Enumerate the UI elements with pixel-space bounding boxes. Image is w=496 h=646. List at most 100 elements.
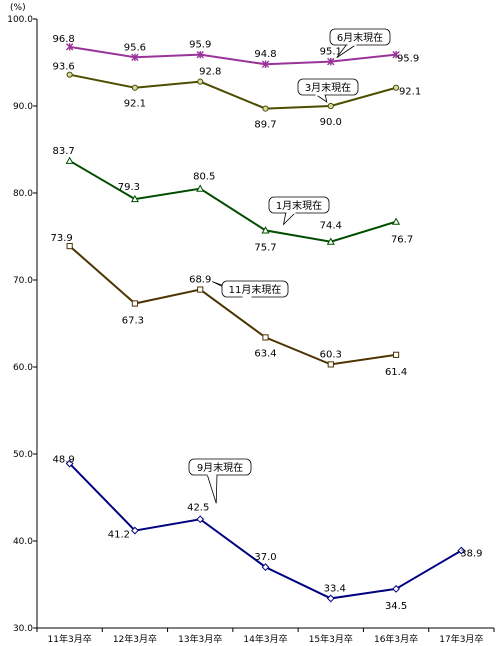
data-point-marker xyxy=(262,334,269,341)
data-point-marker xyxy=(392,351,400,358)
x-category-label: 14年3月卒 xyxy=(243,633,287,645)
data-point-marker xyxy=(327,361,334,368)
data-label: 38.9 xyxy=(460,549,482,560)
series-callout: 9月末現在 xyxy=(188,458,252,504)
series-name-label: 3月末現在 xyxy=(305,81,351,94)
data-point-marker xyxy=(327,102,334,110)
data-label: 92.8 xyxy=(199,67,221,78)
series-callout: 1月末現在 xyxy=(268,196,330,226)
data-point-marker xyxy=(130,194,139,203)
data-point-marker xyxy=(261,563,270,572)
data-point-marker xyxy=(261,60,270,68)
data-label: 61.4 xyxy=(385,367,407,378)
y-axis-ticks: 30.0 40.0 50.0 60.0 70.0 80.0 90.0 100.0 xyxy=(7,15,37,634)
series-callout: 6月末現在 xyxy=(329,28,391,58)
y-tick-label: 60.0 xyxy=(13,363,33,373)
series: 93.6 92.1 92.8 89.7 90.0 92.1 xyxy=(53,62,422,131)
callout-tail xyxy=(314,93,328,103)
data-point-marker xyxy=(131,84,139,91)
x-category-label: 15年3月卒 xyxy=(309,633,353,645)
data-point-marker xyxy=(262,105,269,112)
callout-box xyxy=(188,458,252,476)
x-category-label: 12年3月卒 xyxy=(113,633,157,645)
data-label: 96.8 xyxy=(53,34,75,45)
callout-tail xyxy=(206,473,218,504)
data-label: 60.3 xyxy=(320,349,342,360)
data-point-marker xyxy=(196,50,204,59)
callout-tail xyxy=(282,211,297,226)
series: 48.9 41.2 42.5 37.0 33.4 34.5 38.9 xyxy=(53,455,483,612)
callout-box xyxy=(297,78,359,96)
data-label: 79.3 xyxy=(118,182,140,193)
data-point-marker xyxy=(66,71,73,78)
y-tick-label: 100.0 xyxy=(7,15,33,25)
data-label: 90.0 xyxy=(320,117,342,128)
series-line xyxy=(68,245,397,366)
data-label: 92.1 xyxy=(399,87,421,98)
data-label: 63.4 xyxy=(254,348,276,359)
data-point-marker xyxy=(327,57,335,66)
series-line xyxy=(69,73,397,110)
series-group: 96.8 95.6 95.9 94.8 95.1 95.9 93.6 92.1 92.8 89.7… xyxy=(51,34,483,612)
x-category-label: 11年3月卒 xyxy=(48,633,92,645)
data-label: 95.9 xyxy=(397,54,419,65)
data-label: 80.5 xyxy=(193,172,215,183)
data-point-marker xyxy=(392,84,400,91)
data-label: 41.2 xyxy=(108,530,130,541)
data-label: 67.3 xyxy=(122,315,144,326)
callouts-group: 6月末現在 3月末現在 1月末現在 11月末現在 9月末現在 xyxy=(188,28,391,504)
callout-box xyxy=(329,28,391,46)
series: 96.8 95.6 95.9 94.8 95.1 95.9 xyxy=(53,34,419,68)
data-point-marker xyxy=(197,78,204,85)
x-category-label: 16年3月卒 xyxy=(374,633,418,645)
y-tick-label: 90.0 xyxy=(13,102,33,112)
data-label: 75.7 xyxy=(254,242,276,253)
y-tick-label: 70.0 xyxy=(13,276,33,286)
data-label: 34.5 xyxy=(385,601,407,612)
series-name-label: 11月末現在 xyxy=(229,283,282,296)
data-point-marker xyxy=(197,286,204,293)
data-label: 83.7 xyxy=(53,146,75,157)
data-label: 76.7 xyxy=(391,235,413,246)
data-point-marker xyxy=(131,300,139,307)
data-label: 95.6 xyxy=(124,42,146,53)
x-category-label: 13年3月卒 xyxy=(178,633,222,645)
data-point-marker xyxy=(131,526,139,535)
data-point-marker xyxy=(392,584,400,593)
data-label: 48.9 xyxy=(53,455,75,466)
x-category-label: 17年3月卒 xyxy=(439,633,483,645)
x-axis-categories: 11年3月卒 12年3月卒 13年3月卒 14年3月卒 15年3月卒 16年3月卒 17年3… xyxy=(36,628,495,645)
data-label: 37.0 xyxy=(254,552,276,563)
y-axis-unit-label: (%) xyxy=(10,3,26,13)
series-line xyxy=(69,45,397,66)
callout-tail xyxy=(336,43,358,58)
data-label: 95.9 xyxy=(189,40,211,51)
y-tick-label: 40.0 xyxy=(13,537,33,547)
data-point-marker xyxy=(65,43,74,51)
data-point-marker xyxy=(326,594,335,603)
data-point-marker xyxy=(131,53,139,61)
y-tick-label: 30.0 xyxy=(13,624,33,634)
data-point-marker xyxy=(392,217,401,225)
data-label: 74.4 xyxy=(320,221,342,232)
data-point-marker xyxy=(261,226,270,234)
series-name-label: 1月末現在 xyxy=(276,199,322,212)
series: 83.7 79.3 80.5 75.7 74.4 76.7 xyxy=(53,146,414,254)
data-label: 73.9 xyxy=(51,233,73,244)
series-callout: 11月末現在 xyxy=(212,280,289,298)
data-point-marker xyxy=(65,459,74,468)
data-point-marker xyxy=(196,515,205,524)
data-point-marker xyxy=(326,237,335,245)
data-label: 42.5 xyxy=(187,502,209,513)
series-name-label: 9月末現在 xyxy=(197,461,243,474)
series: 73.9 67.3 68.9 63.4 60.3 61.4 xyxy=(51,233,408,378)
series-callout: 3月末現在 xyxy=(297,78,359,103)
data-point-marker xyxy=(66,242,73,250)
data-label: 92.1 xyxy=(124,99,146,110)
y-tick-label: 50.0 xyxy=(13,450,33,460)
data-point-marker xyxy=(457,546,466,555)
callout-box xyxy=(268,196,330,214)
data-label: 89.7 xyxy=(254,120,276,131)
series-line xyxy=(69,159,397,243)
